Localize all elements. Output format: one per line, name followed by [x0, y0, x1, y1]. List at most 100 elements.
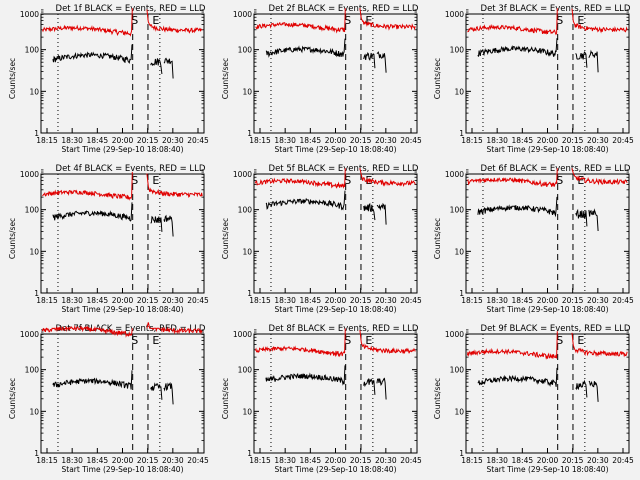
events-series-line	[265, 190, 346, 211]
detector-panel: Det 9f BLACK = Events, RED = LLD 1 10 100 10…	[433, 324, 634, 474]
y-tick-label: 1000	[445, 330, 464, 339]
y-tick-label: 100	[25, 206, 40, 215]
x-tick-label: 20:00	[112, 456, 134, 465]
x-tick-label: 18:15	[461, 136, 483, 145]
y-tick-label: 1000	[233, 330, 252, 339]
y-tick-label: 1	[34, 449, 39, 458]
y-axis-label: Counts/sec	[433, 218, 442, 259]
x-tick-label: 20:45	[187, 136, 209, 145]
y-tick-label: 1	[247, 129, 252, 138]
x-tick-label: 20:30	[375, 456, 397, 465]
x-tick-label: 18:30	[61, 296, 83, 305]
detector-panel: Det 1f BLACK = Events, RED = LLD 1 10 100 10…	[8, 4, 209, 154]
x-tick-label: 20:15	[350, 136, 372, 145]
x-tick-label: 20:45	[187, 296, 209, 305]
x-tick-label: 20:00	[112, 296, 134, 305]
events-series-line	[588, 49, 599, 73]
x-axis-label: Start Time (29-Sep-10 18:08:40)	[275, 145, 397, 154]
lld-series-line	[466, 331, 558, 360]
lld-series-line	[467, 8, 558, 36]
y-axis-label: Counts/sec	[221, 218, 230, 259]
events-series-line	[575, 51, 588, 68]
y-tick-label: 10	[242, 87, 252, 96]
x-tick-label: 18:15	[36, 456, 58, 465]
y-tick-label: 1	[459, 449, 464, 458]
start-marker-label: S	[344, 14, 351, 27]
y-axis-label: Counts/sec	[8, 58, 17, 99]
x-tick-label: 18:45	[87, 136, 109, 145]
y-tick-label: 1000	[20, 10, 39, 19]
panel-title: Det 8f BLACK = Events, RED = LLD	[269, 324, 419, 334]
x-axis-label: Start Time (29-Sep-10 18:08:40)	[487, 145, 609, 154]
lld-series-line	[571, 168, 628, 186]
end-marker-label: E	[152, 14, 159, 27]
lld-series-line	[146, 322, 203, 335]
detector-panel: Det 7f BLACK = Events, RED = LLD 1 10 100 10…	[8, 322, 209, 474]
detector-panel: Det 2f BLACK = Events, RED = LLD 1 10 100 10…	[221, 4, 422, 154]
start-marker-label: S	[556, 174, 563, 187]
x-tick-label: 20:45	[187, 456, 209, 465]
x-tick-label: 18:45	[300, 136, 322, 145]
x-tick-label: 18:45	[300, 456, 322, 465]
detector-panel: Det 6f BLACK = Events, RED = LLD 1 10 100 10…	[433, 164, 634, 314]
y-tick-label: 1000	[20, 330, 39, 339]
y-axis-label: Counts/sec	[8, 218, 17, 259]
x-tick-label: 18:30	[274, 456, 296, 465]
events-series-line	[575, 208, 588, 227]
y-tick-label: 1000	[445, 10, 464, 19]
events-series-line	[363, 51, 376, 69]
lld-series-line	[571, 8, 628, 34]
x-tick-label: 20:15	[562, 296, 584, 305]
x-tick-label: 20:00	[325, 456, 347, 465]
y-axis-label: Counts/sec	[221, 378, 230, 419]
y-tick-label: 10	[454, 407, 464, 416]
y-tick-label: 10	[454, 247, 464, 256]
y-tick-label: 100	[238, 366, 253, 375]
x-tick-label: 20:15	[562, 136, 584, 145]
events-series-line	[163, 57, 174, 79]
y-tick-label: 1	[459, 129, 464, 138]
panel-title: Det 2f BLACK = Events, RED = LLD	[269, 4, 419, 14]
lld-series-line	[359, 168, 416, 187]
y-tick-label: 10	[242, 247, 252, 256]
end-marker-label: E	[152, 334, 159, 347]
x-axis-label: Start Time (29-Sep-10 18:08:40)	[62, 465, 184, 474]
y-tick-label: 1000	[233, 170, 252, 179]
x-tick-label: 18:15	[36, 296, 58, 305]
detector-panel: Det 8f BLACK = Events, RED = LLD 1 10 100 10…	[221, 324, 422, 474]
events-series-line	[265, 38, 346, 58]
events-series-line	[163, 381, 174, 405]
y-tick-label: 1000	[233, 10, 252, 19]
y-tick-label: 1	[34, 289, 39, 298]
x-tick-label: 18:45	[87, 456, 109, 465]
x-tick-label: 20:15	[137, 136, 159, 145]
x-tick-label: 20:15	[562, 456, 584, 465]
events-series-line	[265, 365, 346, 386]
events-series-line	[150, 58, 163, 75]
plot-frame	[40, 13, 205, 134]
y-tick-label: 1000	[445, 170, 464, 179]
x-tick-label: 20:00	[325, 296, 347, 305]
lld-series-line	[42, 171, 133, 201]
end-marker-label: E	[152, 174, 159, 187]
events-series-line	[52, 202, 133, 222]
start-marker-label: S	[556, 14, 563, 27]
x-tick-label: 20:30	[375, 296, 397, 305]
y-tick-label: 100	[25, 46, 40, 55]
x-tick-label: 20:00	[537, 296, 559, 305]
y-tick-label: 10	[242, 407, 252, 416]
y-axis-label: Counts/sec	[433, 378, 442, 419]
x-tick-label: 20:30	[587, 456, 609, 465]
lld-series-line	[41, 324, 133, 338]
lld-series-line	[255, 8, 346, 34]
x-tick-label: 18:30	[274, 136, 296, 145]
x-tick-label: 20:15	[350, 296, 372, 305]
x-tick-label: 18:30	[61, 136, 83, 145]
y-tick-label: 1	[247, 289, 252, 298]
events-series-line	[588, 380, 599, 402]
start-marker-label: S	[344, 174, 351, 187]
panel-title: Det 5f BLACK = Events, RED = LLD	[269, 164, 419, 174]
x-axis-label: Start Time (29-Sep-10 18:08:40)	[62, 305, 184, 314]
events-series-line	[150, 382, 163, 400]
start-marker-label: S	[344, 334, 351, 347]
